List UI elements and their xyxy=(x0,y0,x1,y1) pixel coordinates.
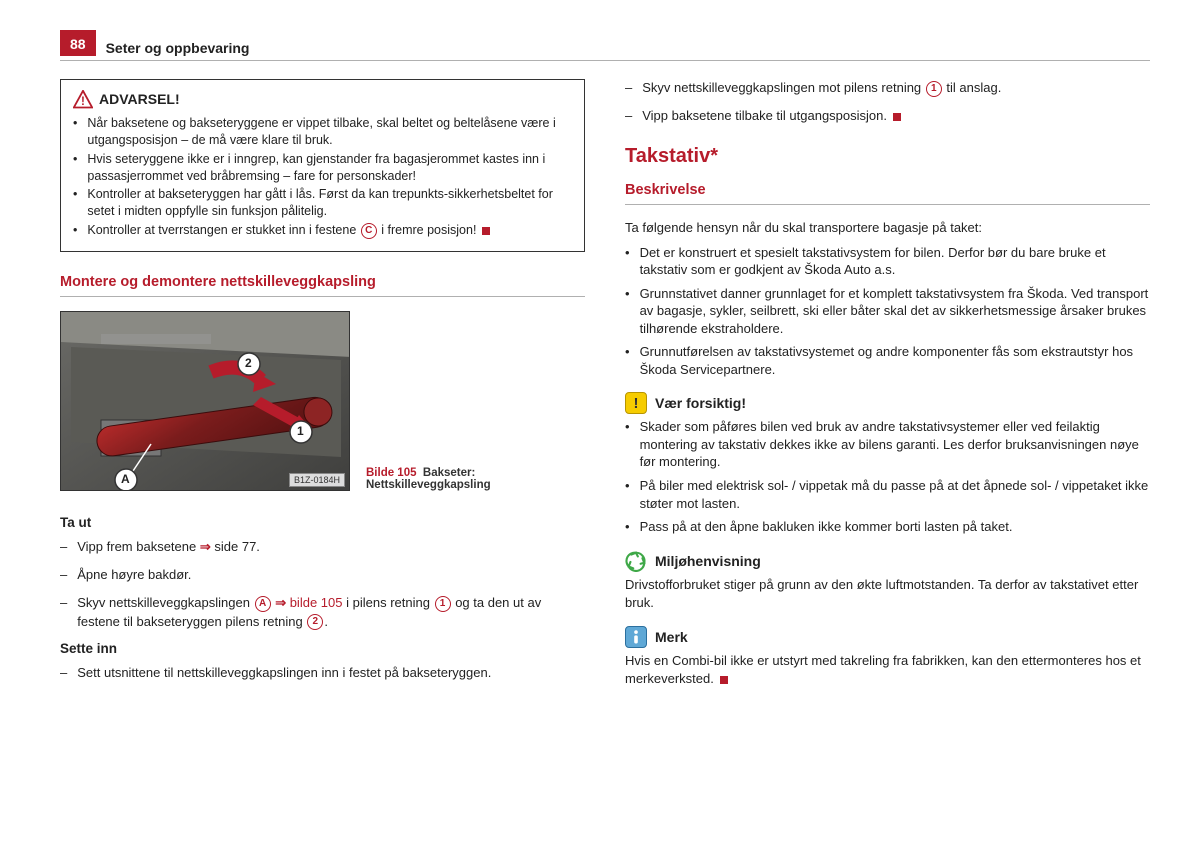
warning-item: Når baksetene og bakseteryggene er vippe… xyxy=(87,115,572,149)
warning-text-part: Kontroller at tverrstangen er stukket in… xyxy=(87,223,359,237)
note-text: Hvis en Combi-bil ikke er utstyrt med ta… xyxy=(625,652,1150,688)
step-part: i pilens retning xyxy=(346,595,433,610)
ref-circle-1: 1 xyxy=(926,81,942,97)
figure-row: A 2 1 B1Z-0184H Bilde 105 Bakseter: Nett… xyxy=(60,311,585,491)
step-text: Skyv nettskilleveggkapslingen mot pilens… xyxy=(642,79,1001,97)
step-text: Åpne høyre bakdør. xyxy=(77,566,191,584)
recycle-icon xyxy=(625,550,647,572)
ref-circle-a: A xyxy=(255,596,271,612)
caution-icon: ! xyxy=(625,392,647,414)
step-part: Vipp frem baksetene xyxy=(77,539,200,554)
step-part: Skyv nettskilleveggkapslingen mot pilens… xyxy=(642,80,925,95)
arrow-icon: ⇒ xyxy=(200,539,211,554)
bullet-item: Grunnutførelsen av takstativsystemet og … xyxy=(640,343,1150,378)
step-text: Vipp baksetene tilbake til utgangsposisj… xyxy=(642,107,900,125)
step-link: bilde 105 xyxy=(286,595,342,610)
figure-caption-num: Bilde 105 xyxy=(366,467,417,479)
note-text-body: Hvis en Combi-bil ikke er utstyrt med ta… xyxy=(625,653,1141,686)
section-heading: Montere og demontere nettskilleveggkapsl… xyxy=(60,274,585,297)
step-text: Vipp frem baksetene ⇒ side 77. xyxy=(77,538,260,556)
warning-text-part: i fremre posisjon! xyxy=(378,223,477,237)
end-square-icon xyxy=(720,676,728,684)
note-title-text: Merk xyxy=(655,629,688,645)
caution-item: Skader som påføres bilen ved bruk av and… xyxy=(640,418,1150,471)
svg-text:!: ! xyxy=(81,95,85,108)
env-heading: Miljøhenvisning xyxy=(625,550,1150,572)
warning-item: Hvis seteryggene ikke er i inngrep, kan … xyxy=(87,151,572,185)
warning-triangle-icon: ! xyxy=(73,90,93,108)
step-part: til anslag. xyxy=(943,80,1002,95)
figure-code-label: B1Z-0184H xyxy=(289,473,345,487)
warning-box: ! ADVARSEL! •Når baksetene og bakseteryg… xyxy=(60,79,585,252)
page-header: 88 Seter og oppbevaring xyxy=(60,30,1150,61)
bullet-item: Grunnstativet danner grunnlaget for et k… xyxy=(640,285,1150,338)
env-title-text: Miljøhenvisning xyxy=(655,553,761,569)
ref-circle-2: 2 xyxy=(307,614,323,630)
right-column: – Skyv nettskilleveggkapslingen mot pile… xyxy=(625,79,1150,692)
step-text: Skyv nettskilleveggkapslingen A ⇒ bilde … xyxy=(77,594,585,630)
info-icon xyxy=(625,626,647,648)
main-title: Takstativ* xyxy=(625,145,1150,168)
intro-text: Ta følgende hensyn når du skal transport… xyxy=(625,219,1150,237)
header-title: Seter og oppbevaring xyxy=(106,40,250,56)
end-square-icon xyxy=(482,227,490,235)
caution-title-text: Vær forsiktig! xyxy=(655,395,746,411)
ref-circle-1: 1 xyxy=(435,596,451,612)
figure-image: A 2 1 B1Z-0184H xyxy=(60,311,350,491)
section-heading: Beskrivelse xyxy=(625,182,1150,205)
note-heading: Merk xyxy=(625,626,1150,648)
figure-marker-1: 1 xyxy=(297,424,304,438)
ref-circle-c: C xyxy=(361,223,377,239)
caution-item: På biler med elektrisk sol- / vippetak m… xyxy=(640,477,1150,512)
step-text: Sett utsnittene til nettskilleveggkapsli… xyxy=(77,664,491,682)
arrow-icon: ⇒ xyxy=(275,595,286,610)
bullet-item: Det er konstruert et spesielt takstativs… xyxy=(640,244,1150,279)
figure-marker-2: 2 xyxy=(245,356,252,370)
left-column: ! ADVARSEL! •Når baksetene og bakseteryg… xyxy=(60,79,585,692)
env-text: Drivstofforbruket stiger på grunn av den… xyxy=(625,576,1150,612)
page-number: 88 xyxy=(60,30,96,56)
step-part: Skyv nettskilleveggkapslingen xyxy=(77,595,253,610)
warning-heading: ! ADVARSEL! xyxy=(73,90,572,109)
warning-item: Kontroller at bakseteryggen har gått i l… xyxy=(87,186,572,220)
figure-caption: Bilde 105 Bakseter: Nettskilleveggkapsli… xyxy=(366,467,496,491)
step-part: Vipp baksetene tilbake til utgangsposisj… xyxy=(642,108,887,123)
subheading-insert: Sette inn xyxy=(60,641,585,656)
figure-marker-a: A xyxy=(121,472,130,486)
end-square-icon xyxy=(893,113,901,121)
caution-item: Pass på at den åpne bakluken ikke kommer… xyxy=(640,518,1013,536)
subheading-takeout: Ta ut xyxy=(60,515,585,530)
step-part: side 77. xyxy=(211,539,260,554)
caution-heading: ! Vær forsiktig! xyxy=(625,392,1150,414)
warning-item: Kontroller at tverrstangen er stukket in… xyxy=(87,222,490,239)
warning-title-text: ADVARSEL! xyxy=(99,90,180,109)
